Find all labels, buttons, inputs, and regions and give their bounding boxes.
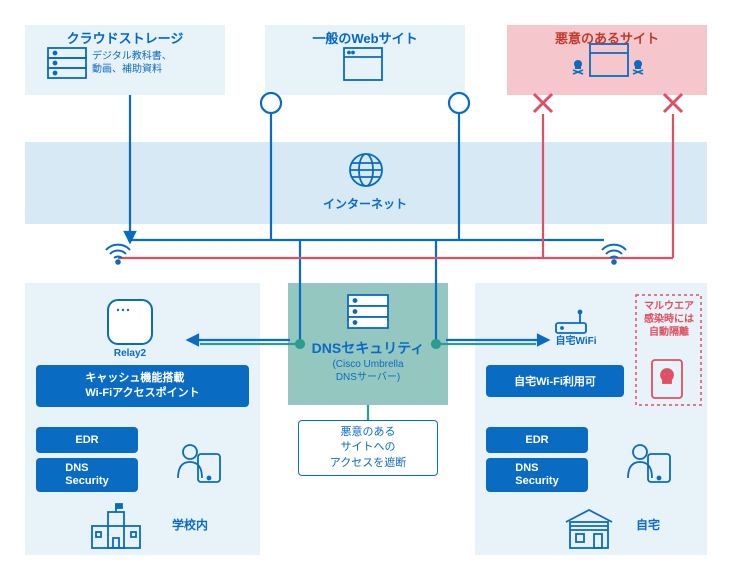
- relay-label: Relay2: [105, 348, 155, 359]
- school-label: 学校内: [150, 516, 230, 533]
- dns-sub: (Cisco Umbrella DNSサーバー): [288, 358, 448, 384]
- edr-left: EDR: [36, 427, 138, 453]
- dnssec-right: DNS Security: [486, 458, 588, 492]
- diagram-canvas: クラウドストレージ デジタル教科書、 動画、補助資料 一般のWebサイト 悪意の…: [0, 0, 740, 578]
- wifi-icon-left: [106, 245, 130, 264]
- malware-label: マルウエア 感染時には 自動隔離: [638, 300, 700, 339]
- cloud-sub: デジタル教科書、 動画、補助資料: [92, 50, 212, 76]
- cache-box: キャッシュ機能搭載 Wi-Fiアクセスポイント: [36, 365, 249, 407]
- dnssec-left: DNS Security: [36, 458, 138, 492]
- web-title: 一般のWebサイト: [265, 28, 465, 47]
- internet-label: インターネット: [300, 195, 430, 212]
- malicious-title: 悪意のあるサイト: [507, 28, 707, 47]
- cloud-title: クラウドストレージ: [25, 28, 225, 47]
- wifi-allow: 自宅Wi-Fi利用可: [486, 365, 624, 397]
- edr-right: EDR: [486, 427, 588, 453]
- relay-icon: [108, 300, 152, 344]
- home-label: 自宅: [618, 516, 678, 533]
- block-msg: 悪意のある サイトへの アクセスを遮断: [298, 420, 438, 476]
- wifi-icon-right: [602, 245, 626, 264]
- dns-server-icon: [348, 295, 388, 328]
- home-wifi-label: 自宅WiFi: [546, 332, 606, 347]
- dns-title: DNSセキュリティ: [288, 338, 448, 358]
